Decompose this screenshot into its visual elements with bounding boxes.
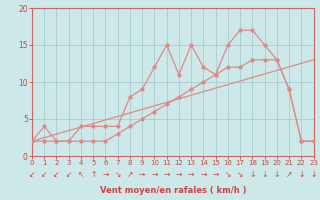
Text: →: →: [188, 170, 194, 179]
Text: →: →: [151, 170, 158, 179]
Text: ↖: ↖: [78, 170, 84, 179]
Text: ↘: ↘: [237, 170, 243, 179]
Text: →: →: [176, 170, 182, 179]
Text: ↘: ↘: [115, 170, 121, 179]
Text: ↓: ↓: [249, 170, 256, 179]
Text: ↙: ↙: [53, 170, 60, 179]
Text: ↓: ↓: [274, 170, 280, 179]
Text: →: →: [164, 170, 170, 179]
Text: →: →: [200, 170, 207, 179]
Text: ↙: ↙: [29, 170, 35, 179]
Text: →: →: [102, 170, 109, 179]
Text: ↓: ↓: [310, 170, 317, 179]
Text: ↑: ↑: [90, 170, 96, 179]
Text: ↙: ↙: [66, 170, 72, 179]
Text: ↓: ↓: [298, 170, 305, 179]
Text: ↗: ↗: [286, 170, 292, 179]
Text: ↙: ↙: [41, 170, 47, 179]
X-axis label: Vent moyen/en rafales ( km/h ): Vent moyen/en rafales ( km/h ): [100, 186, 246, 195]
Text: →: →: [139, 170, 145, 179]
Text: →: →: [212, 170, 219, 179]
Text: ↓: ↓: [261, 170, 268, 179]
Text: ↗: ↗: [127, 170, 133, 179]
Text: ↘: ↘: [225, 170, 231, 179]
